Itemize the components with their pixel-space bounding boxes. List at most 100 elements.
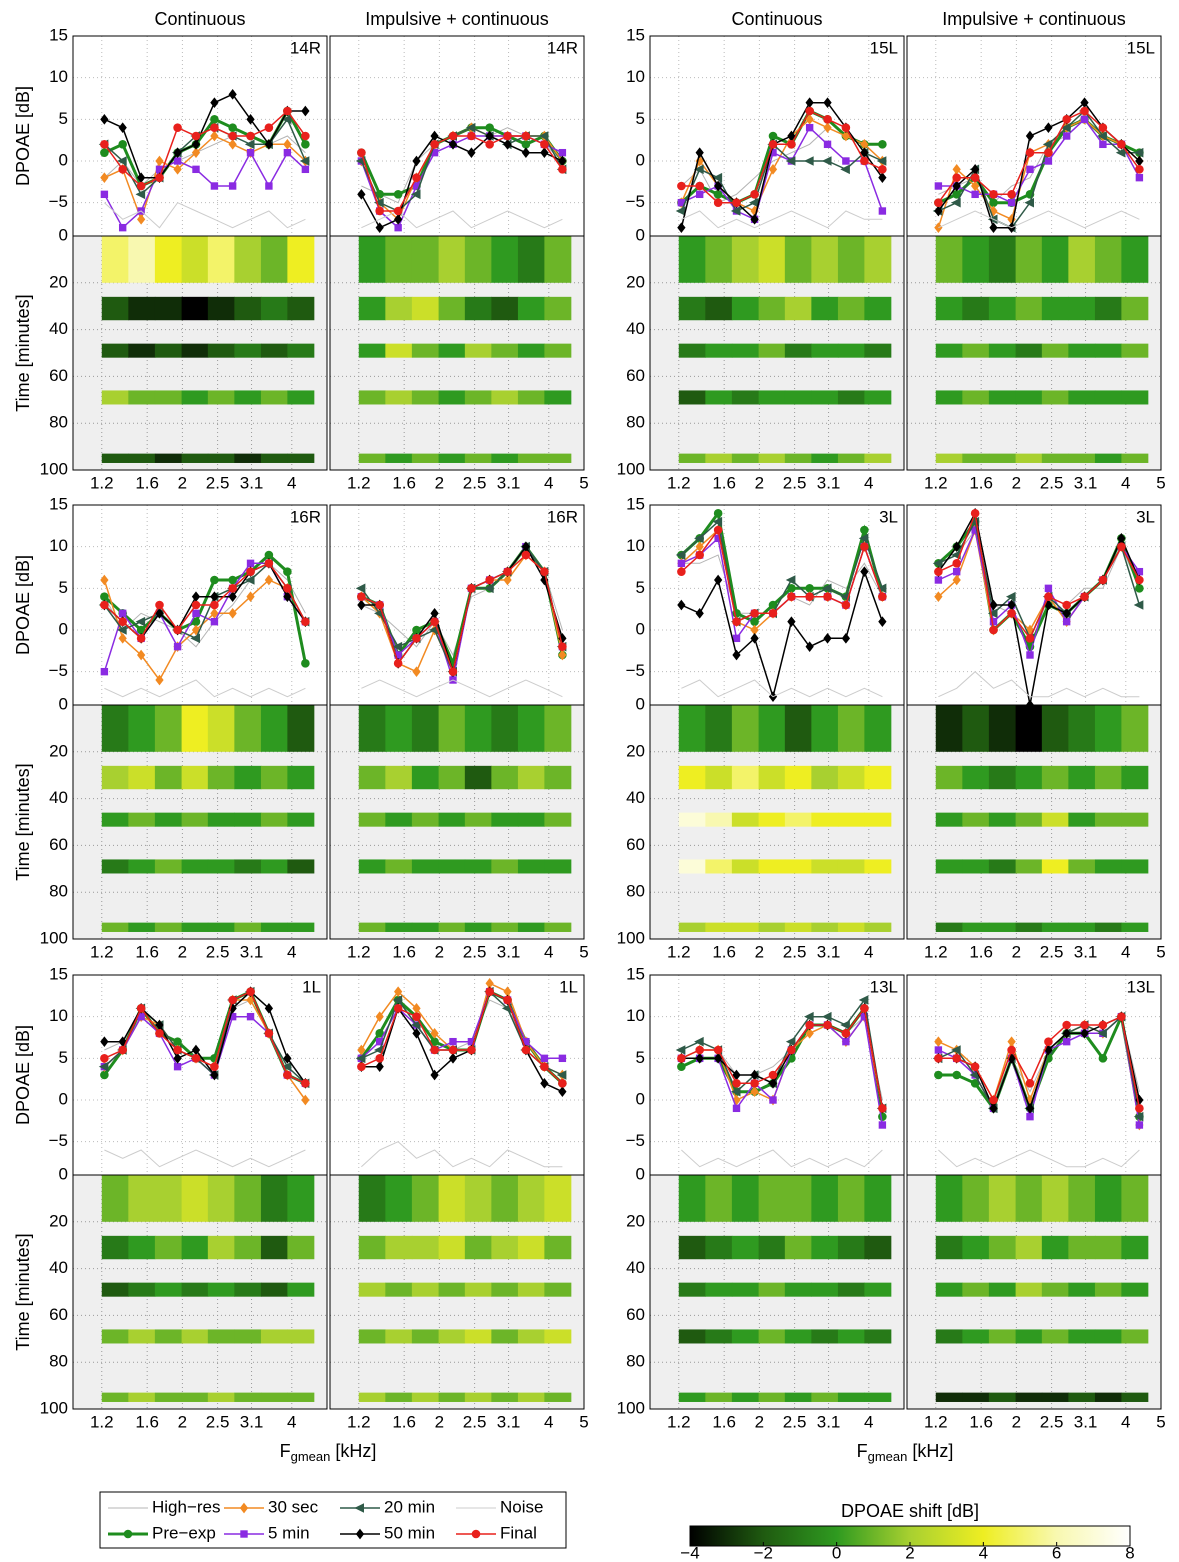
marker bbox=[394, 986, 403, 997]
heat-cell bbox=[758, 1235, 786, 1260]
heat-cell bbox=[1094, 1235, 1122, 1260]
heat-cell bbox=[935, 390, 963, 405]
heat-cell bbox=[784, 922, 812, 932]
marker bbox=[1080, 592, 1089, 601]
heat-cell bbox=[1121, 1175, 1149, 1222]
marker bbox=[244, 575, 255, 585]
heat-cell bbox=[1068, 390, 1096, 405]
heat-cell bbox=[758, 705, 786, 752]
heat-cell bbox=[358, 859, 386, 874]
marker bbox=[1007, 1045, 1016, 1055]
heat-cell bbox=[1015, 812, 1043, 827]
heat-cell bbox=[935, 859, 963, 874]
x-axis-label-sub: gmean bbox=[291, 1449, 331, 1464]
marker bbox=[971, 190, 979, 199]
heat-cell bbox=[784, 859, 812, 874]
y-axis-label: DPOAE [dB] bbox=[13, 1025, 33, 1125]
marker bbox=[714, 180, 723, 192]
x-tick-label: 1.2 bbox=[90, 942, 114, 961]
marker bbox=[805, 123, 814, 132]
heat-cell bbox=[287, 1282, 315, 1297]
heat-cell bbox=[358, 453, 386, 463]
heat-cell bbox=[101, 1282, 129, 1297]
heat-cell bbox=[517, 1392, 545, 1402]
marker bbox=[1135, 165, 1144, 174]
y-tick-label: 60 bbox=[49, 366, 68, 385]
column-title: Impulsive + continuous bbox=[942, 9, 1126, 29]
marker bbox=[841, 130, 851, 142]
marker bbox=[173, 123, 182, 132]
heat-cell bbox=[758, 296, 786, 321]
heat-cell bbox=[1121, 705, 1149, 752]
heat-cell bbox=[544, 343, 572, 358]
heat-cell bbox=[837, 296, 865, 321]
heat-cell bbox=[260, 1235, 288, 1260]
marker bbox=[1062, 132, 1071, 140]
heat-cell bbox=[234, 1175, 262, 1222]
heat-cell bbox=[811, 1282, 839, 1297]
marker bbox=[1135, 173, 1144, 182]
heat-cell bbox=[678, 1392, 706, 1402]
marker bbox=[989, 1095, 998, 1105]
heat-cell bbox=[731, 859, 760, 874]
marker bbox=[750, 617, 759, 626]
x-tick-label: 2 bbox=[1012, 1412, 1021, 1431]
x-tick-label: 4 bbox=[1121, 942, 1130, 961]
marker bbox=[283, 584, 292, 593]
heat-cell bbox=[234, 236, 262, 283]
heat-cell bbox=[731, 765, 760, 790]
marker bbox=[713, 525, 723, 535]
heat-cell bbox=[731, 453, 760, 463]
marker bbox=[210, 608, 219, 619]
heat-cell bbox=[128, 922, 156, 932]
heat-cell bbox=[128, 859, 156, 874]
heat-cell bbox=[935, 922, 963, 932]
marker bbox=[375, 600, 384, 610]
marker bbox=[155, 1029, 164, 1038]
marker bbox=[1062, 1020, 1071, 1030]
marker bbox=[730, 206, 741, 216]
legend-label: High−res bbox=[152, 1497, 221, 1516]
heat-cell bbox=[128, 1282, 156, 1297]
heat-cell bbox=[678, 705, 706, 752]
heat-cell bbox=[731, 1329, 760, 1344]
marker bbox=[392, 995, 403, 1005]
marker bbox=[301, 105, 310, 117]
marker bbox=[823, 592, 832, 601]
heat-cell bbox=[1094, 705, 1122, 752]
y-tick-label: 60 bbox=[626, 835, 645, 854]
heat-cell bbox=[464, 859, 492, 874]
heat-cell bbox=[811, 343, 839, 358]
heat-cell bbox=[1041, 296, 1069, 321]
heat-cell bbox=[438, 859, 466, 874]
x-tick-label: 2.5 bbox=[783, 942, 807, 961]
heat-cell bbox=[234, 343, 262, 358]
series-line bbox=[681, 210, 883, 229]
heat-cell bbox=[154, 922, 183, 932]
marker bbox=[952, 574, 961, 586]
marker bbox=[449, 1037, 457, 1046]
marker bbox=[1135, 1121, 1144, 1129]
marker bbox=[100, 172, 109, 183]
heat-cell bbox=[438, 812, 466, 827]
marker bbox=[787, 616, 796, 627]
heat-cell bbox=[181, 705, 209, 752]
marker bbox=[730, 1086, 741, 1097]
marker bbox=[876, 156, 887, 166]
y-tick-label: 40 bbox=[49, 319, 68, 338]
marker bbox=[118, 165, 127, 174]
marker bbox=[118, 122, 127, 133]
heat-cell bbox=[154, 343, 183, 358]
heat-cell bbox=[491, 1329, 519, 1344]
heat-cell bbox=[101, 812, 129, 827]
marker bbox=[265, 182, 273, 190]
panel-label: 16R bbox=[547, 507, 578, 526]
heat-cell bbox=[464, 705, 492, 752]
x-axis-label-sub: gmean bbox=[868, 1449, 908, 1464]
marker bbox=[768, 164, 778, 175]
heat-cell bbox=[988, 296, 1017, 321]
x-tick-label: 2 bbox=[435, 942, 444, 961]
y-tick-label: 60 bbox=[49, 835, 68, 854]
heat-cell bbox=[731, 236, 760, 283]
heat-cell bbox=[181, 453, 209, 463]
